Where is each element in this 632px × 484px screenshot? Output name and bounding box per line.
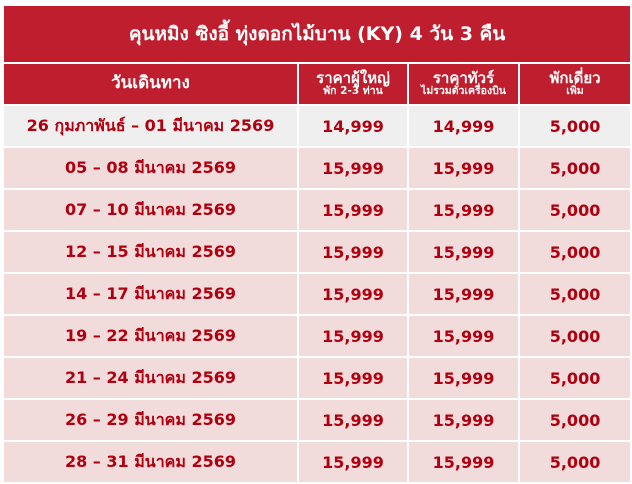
cell-date: 26 กุมภาพันธ์ – 01 มีนาคม 2569 xyxy=(2,104,299,148)
header-date: วันเดินทาง xyxy=(2,62,299,106)
cell-single: 5,000 xyxy=(517,314,632,358)
cell-single: 5,000 xyxy=(517,146,632,190)
header-tour-label: ราคาทัวร์ xyxy=(432,68,495,87)
cell-date: 19 – 22 มีนาคม 2569 xyxy=(2,314,299,358)
cell-date: 12 – 15 มีนาคม 2569 xyxy=(2,230,299,274)
table-row: 21 – 24 มีนาคม 2569 15,999 15,999 5,000 xyxy=(2,356,632,400)
table-row: 26 กุมภาพันธ์ – 01 มีนาคม 2569 14,999 14,9… xyxy=(2,104,632,148)
header-adult: ราคาผู้ใหญ่ พัก 2-3 ท่าน xyxy=(297,62,409,106)
cell-adult: 14,999 xyxy=(297,104,409,148)
cell-single: 5,000 xyxy=(517,440,632,484)
cell-single: 5,000 xyxy=(517,272,632,316)
header-tour-sub: ไม่รวมตั๋วเครื่องบิน xyxy=(421,85,506,98)
cell-single: 5,000 xyxy=(517,188,632,232)
table-row: 12 – 15 มีนาคม 2569 15,999 15,999 5,000 xyxy=(2,230,632,274)
table-title: คุนหมิง ซิงอี้ ทุ่งดอกไม้บาน (KY) 4 วัน … xyxy=(1,4,632,64)
cell-adult: 15,999 xyxy=(297,440,409,484)
price-table-container: คุนหมิง ซิงอี้ ทุ่งดอกไม้บาน (KY) 4 วัน … xyxy=(1,4,632,484)
header-date-label: วันเดินทาง xyxy=(111,73,190,94)
cell-date: 28 – 31 มีนาคม 2569 xyxy=(2,440,299,484)
table-row: 19 – 22 มีนาคม 2569 15,999 15,999 5,000 xyxy=(2,314,632,358)
cell-tour: 15,999 xyxy=(407,188,520,232)
cell-single: 5,000 xyxy=(517,230,632,274)
cell-tour: 14,999 xyxy=(407,104,520,148)
price-table: คุนหมิง ซิงอี้ ทุ่งดอกไม้บาน (KY) 4 วัน … xyxy=(1,4,632,484)
header-tour: ราคาทัวร์ ไม่รวมตั๋วเครื่องบิน xyxy=(407,62,520,106)
cell-single: 5,000 xyxy=(517,356,632,400)
cell-date: 14 – 17 มีนาคม 2569 xyxy=(2,272,299,316)
cell-tour: 15,999 xyxy=(407,398,520,442)
table-row: 07 – 10 มีนาคม 2569 15,999 15,999 5,000 xyxy=(2,188,632,232)
cell-adult: 15,999 xyxy=(297,356,409,400)
table-row: 05 – 08 มีนาคม 2569 15,999 15,999 5,000 xyxy=(2,146,632,190)
cell-single: 5,000 xyxy=(517,398,632,442)
cell-date: 26 – 29 มีนาคม 2569 xyxy=(2,398,299,442)
cell-adult: 15,999 xyxy=(297,188,409,232)
header-adult-sub: พัก 2-3 ท่าน xyxy=(323,85,383,98)
cell-adult: 15,999 xyxy=(297,272,409,316)
cell-date: 21 – 24 มีนาคม 2569 xyxy=(2,356,299,400)
cell-date: 07 – 10 มีนาคม 2569 xyxy=(2,188,299,232)
header-adult-label: ราคาผู้ใหญ่ xyxy=(316,68,390,87)
cell-adult: 15,999 xyxy=(297,230,409,274)
header-single-sub: เพิ่ม xyxy=(566,85,584,98)
cell-tour: 15,999 xyxy=(407,356,520,400)
cell-tour: 15,999 xyxy=(407,272,520,316)
cell-tour: 15,999 xyxy=(407,146,520,190)
header-row: วันเดินทาง ราคาผู้ใหญ่ พัก 2-3 ท่าน ราคาท… xyxy=(2,62,632,106)
cell-adult: 15,999 xyxy=(297,398,409,442)
cell-tour: 15,999 xyxy=(407,314,520,358)
cell-adult: 15,999 xyxy=(297,146,409,190)
table-row: 28 – 31 มีนาคม 2569 15,999 15,999 5,000 xyxy=(2,440,632,484)
header-single-label: พักเดี่ยว xyxy=(549,68,601,87)
cell-single: 5,000 xyxy=(517,104,632,148)
cell-tour: 15,999 xyxy=(407,440,520,484)
cell-tour: 15,999 xyxy=(407,230,520,274)
cell-date: 05 – 08 มีนาคม 2569 xyxy=(2,146,299,190)
header-single: พักเดี่ยว เพิ่ม xyxy=(517,62,632,106)
table-row: 26 – 29 มีนาคม 2569 15,999 15,999 5,000 xyxy=(2,398,632,442)
cell-adult: 15,999 xyxy=(297,314,409,358)
table-row: 14 – 17 มีนาคม 2569 15,999 15,999 5,000 xyxy=(2,272,632,316)
